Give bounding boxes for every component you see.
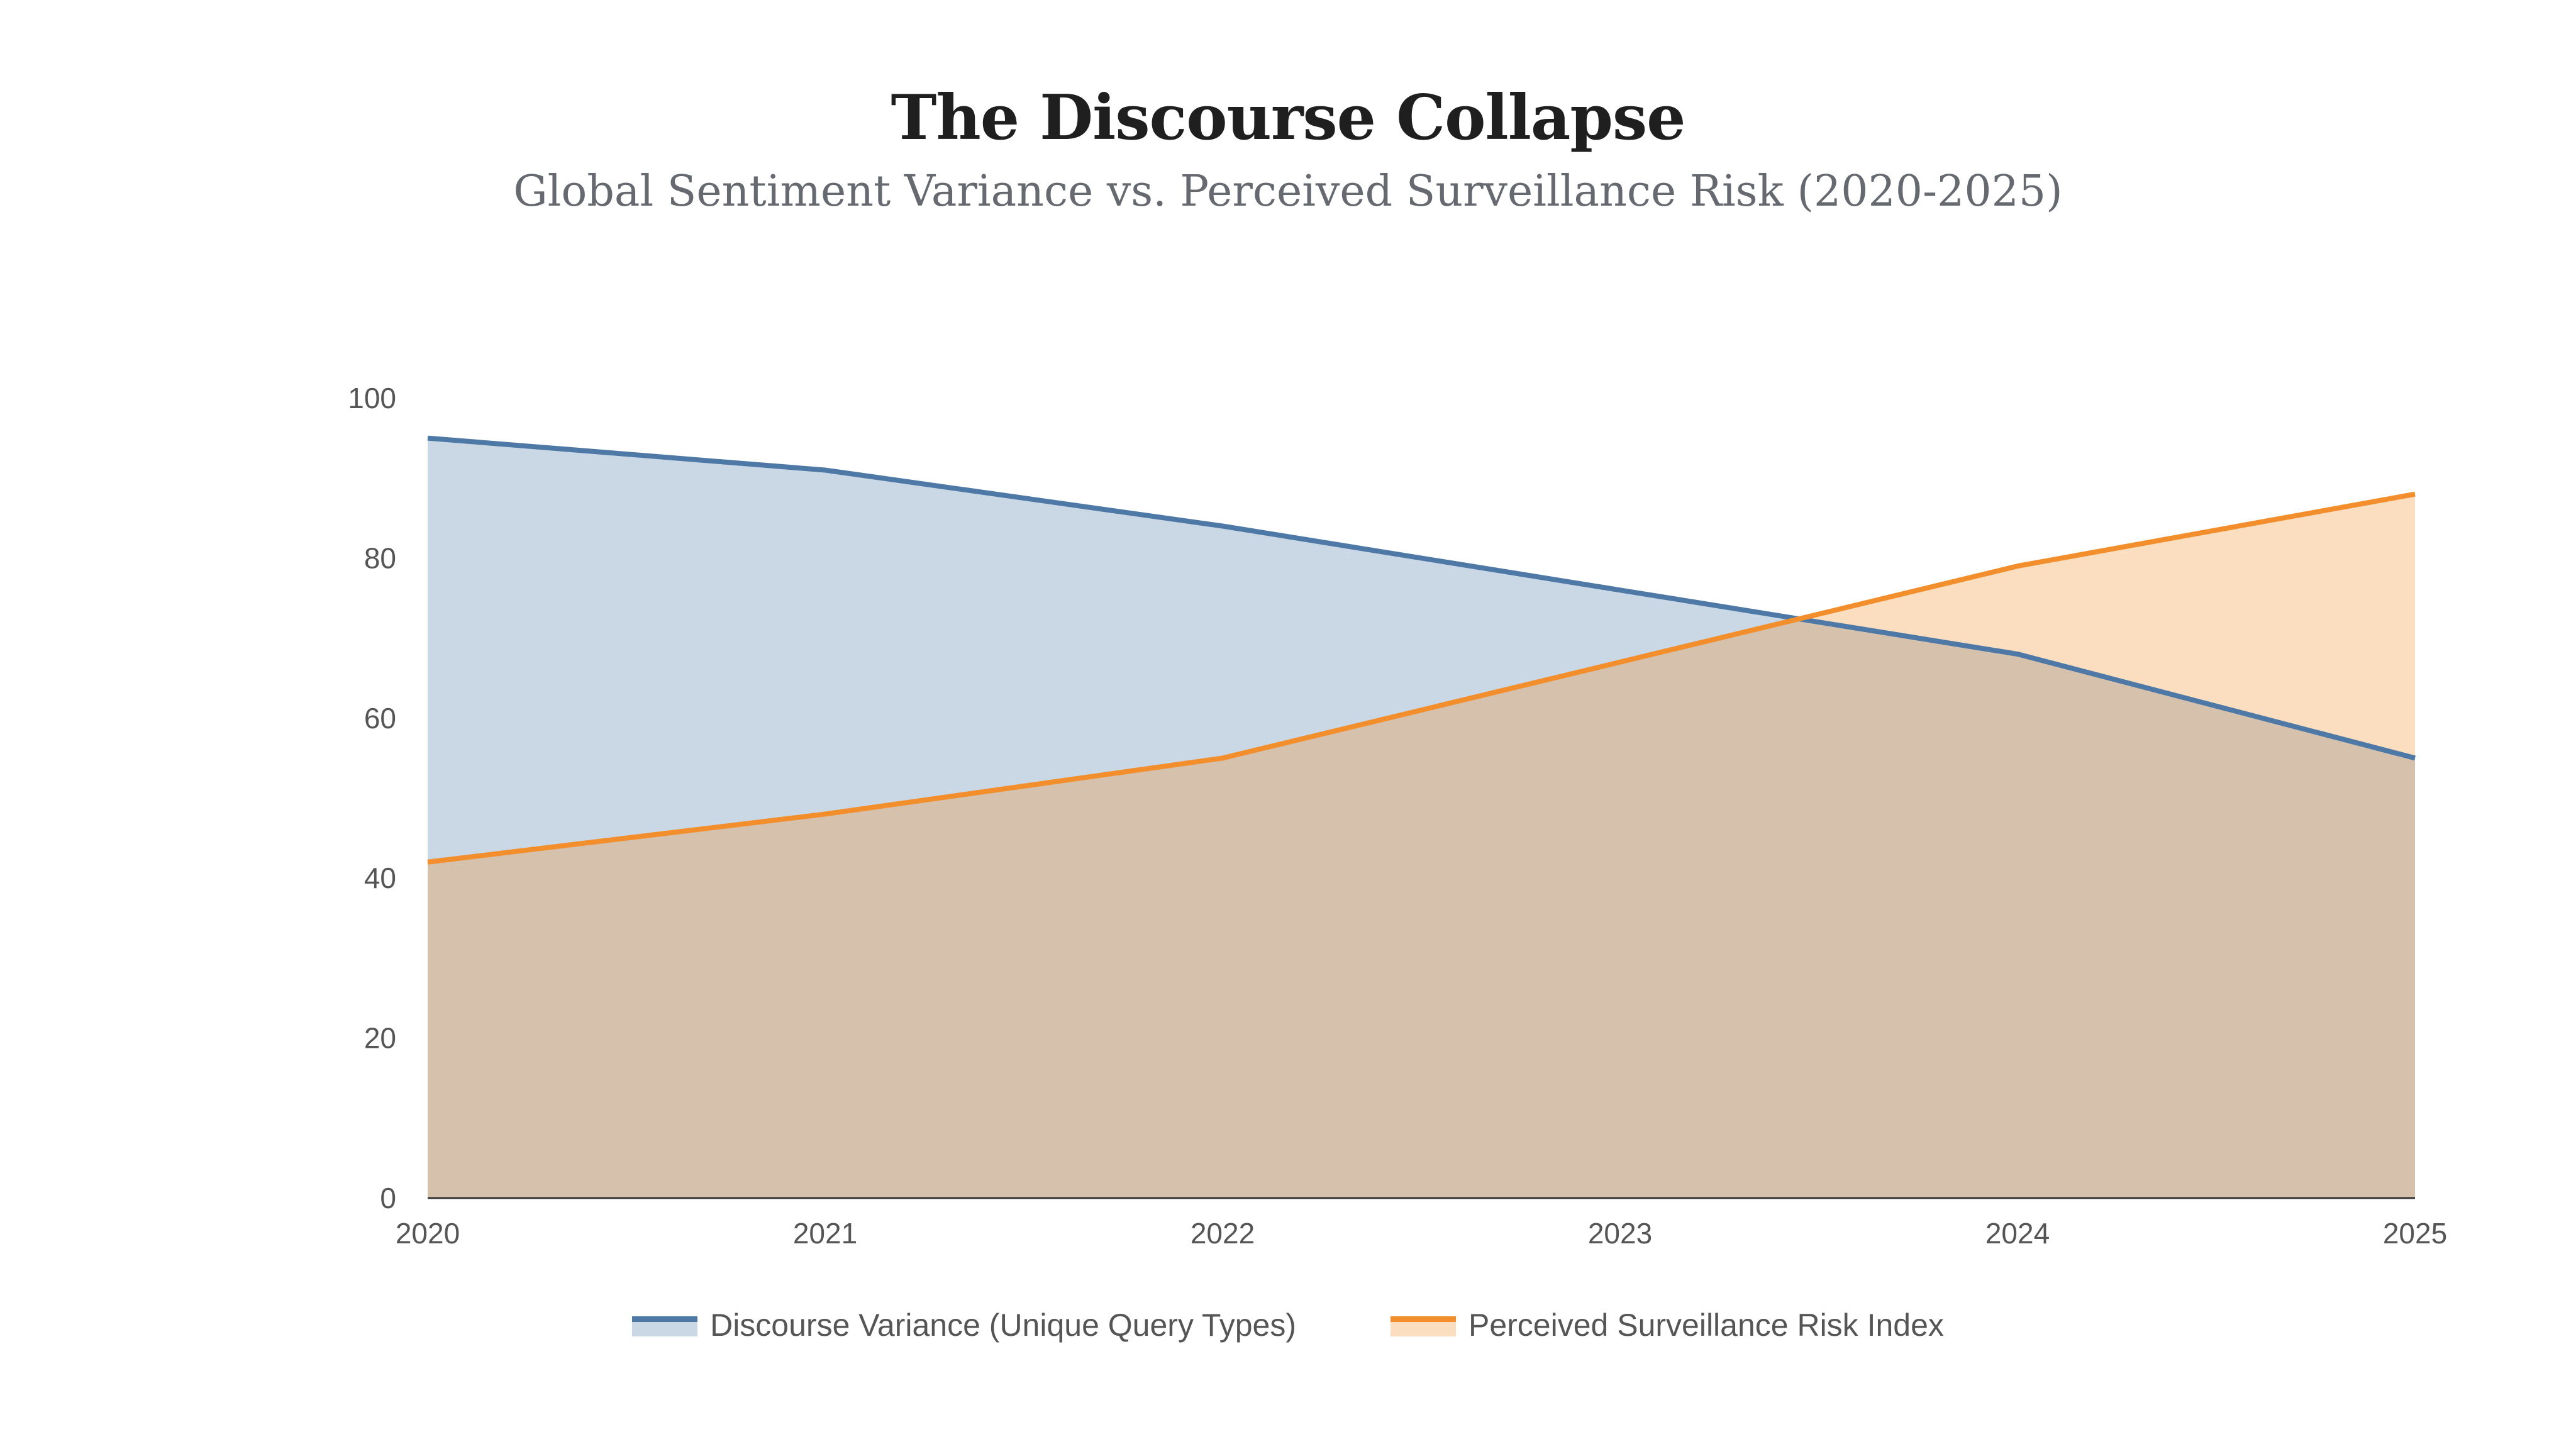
y-tick-label: 60 — [364, 702, 396, 735]
point-discourse-variance-2023[interactable] — [1618, 587, 1623, 592]
x-tick-label: 2021 — [793, 1217, 857, 1250]
point-discourse-variance-2021[interactable] — [823, 467, 828, 472]
legend-label: Perceived Surveillance Risk Index — [1468, 1307, 1944, 1343]
point-discourse-variance-2025[interactable] — [2412, 755, 2418, 760]
y-tick-label: 40 — [364, 862, 396, 894]
y-tick-label: 0 — [380, 1182, 396, 1214]
point-surveillance-risk-2024[interactable] — [2015, 564, 2020, 569]
line-discourse-variance — [427, 435, 2416, 761]
area-discourse-variance — [428, 438, 2415, 1198]
x-tick-label: 2022 — [1191, 1217, 1255, 1250]
y-tick-label: 100 — [348, 382, 396, 414]
legend-item-discourse-variance[interactable]: Discourse Variance (Unique Query Types) — [632, 1307, 1296, 1343]
x-tick-label: 2024 — [1985, 1217, 2050, 1250]
legend-item-surveillance-risk[interactable]: Perceived Surveillance Risk Index — [1390, 1307, 1944, 1343]
area-surveillance-risk — [428, 494, 2415, 1198]
point-surveillance-risk-2021[interactable] — [823, 811, 828, 816]
point-discourse-variance-2020[interactable] — [425, 436, 430, 441]
line-surveillance-risk — [427, 491, 2416, 865]
series-areas — [428, 438, 2415, 1198]
x-tick-label: 2020 — [396, 1217, 460, 1250]
x-tick-label: 2025 — [2383, 1217, 2447, 1250]
chart-title: The Discourse Collapse — [891, 82, 1686, 154]
point-surveillance-risk-2023[interactable] — [1618, 660, 1623, 665]
chart-subtitle: Global Sentiment Variance vs. Perceived … — [513, 167, 2063, 216]
point-discourse-variance-2022[interactable] — [1220, 524, 1225, 529]
legend-swatch-discourse-variance — [632, 1314, 698, 1336]
point-surveillance-risk-2025[interactable] — [2412, 492, 2418, 497]
legend-label: Discourse Variance (Unique Query Types) — [710, 1307, 1296, 1343]
x-tick-label: 2023 — [1588, 1217, 1652, 1250]
point-surveillance-risk-2020[interactable] — [425, 860, 430, 865]
point-discourse-variance-2024[interactable] — [2015, 652, 2020, 657]
point-surveillance-risk-2022[interactable] — [1220, 755, 1225, 760]
x-axis-ticks: 2020 2021 2022 2023 2024 2025 — [396, 1217, 2447, 1250]
legend-swatch-surveillance-risk — [1390, 1314, 1456, 1336]
y-axis-ticks: 0 20 40 60 80 100 — [348, 382, 396, 1214]
y-tick-label: 20 — [364, 1022, 396, 1055]
series-lines — [425, 435, 2418, 865]
y-tick-label: 80 — [364, 541, 396, 574]
legend: Discourse Variance (Unique Query Types) … — [0, 1307, 2576, 1343]
